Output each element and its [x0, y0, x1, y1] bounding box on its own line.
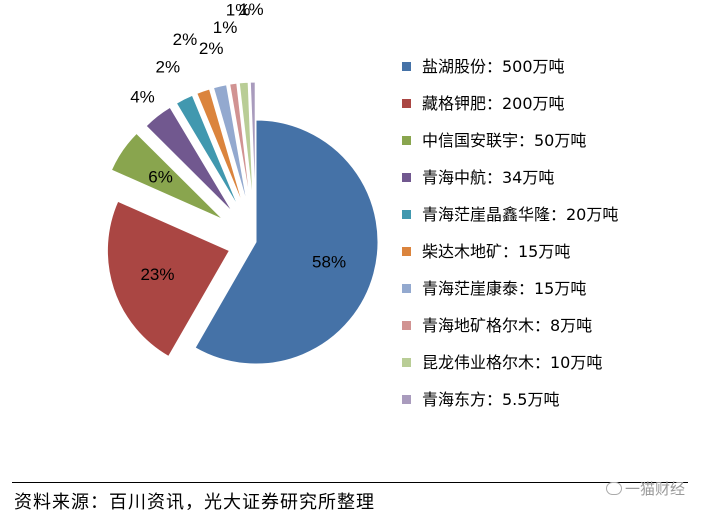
- slice-percent-label: 2%: [156, 57, 181, 76]
- pie-chart: 58%23%6%4%2%2% 2%1%1%1% 盐湖股份：500万吨藏格钾肥：20…: [106, 0, 618, 409]
- legend-marker: [402, 173, 411, 182]
- slice-percent-label: 1%: [239, 0, 264, 19]
- legend-label: 青海中航：34万吨: [422, 168, 554, 187]
- pie-slice: [106, 200, 231, 358]
- pie-slice: [145, 106, 234, 213]
- slice-percent-label: 2%: [173, 30, 198, 49]
- legend-marker: [402, 99, 411, 108]
- legend-label: 昆龙伟业格尔木：10万吨: [422, 353, 602, 372]
- pie-slice: [110, 132, 224, 220]
- slice-percent-label: 4%: [130, 88, 155, 107]
- legend-marker: [402, 62, 411, 71]
- slice-percent-label: 1%: [213, 18, 238, 37]
- legend-label: 青海东方：5.5万吨: [422, 390, 559, 409]
- legend-marker: [402, 284, 411, 293]
- slice-percent-label: 23%: [140, 265, 174, 284]
- pie-slice: [196, 88, 244, 207]
- slice-percent-label: 2%: [199, 39, 224, 58]
- legend-label: 青海茫崖康泰：15万吨: [422, 279, 586, 298]
- pie-slice: [194, 119, 379, 365]
- legend: 盐湖股份：500万吨藏格钾肥：200万吨中信国安联宇：50万吨青海中航：34万吨…: [402, 57, 618, 409]
- slice-percent-label: 58%: [312, 253, 346, 272]
- legend-marker: [402, 321, 411, 330]
- slice-percent-label: 1%: [226, 0, 251, 19]
- watermark: 一猫财经: [605, 478, 685, 499]
- pie-slice: [238, 81, 254, 205]
- watermark-text: 一猫财经: [624, 480, 685, 498]
- pie-slice: [229, 82, 252, 205]
- legend-label: 青海地矿格尔木：8万吨: [422, 316, 592, 335]
- pie-slice: [175, 94, 240, 209]
- source-note: 资料来源：百川资讯，光大证券研究所整理: [14, 492, 375, 513]
- pie-slice: [249, 81, 256, 205]
- footer-divider: [12, 482, 688, 483]
- slice-percent-label: 6%: [148, 168, 173, 187]
- legend-marker: [402, 136, 411, 145]
- legend-label: 盐湖股份：500万吨: [422, 57, 565, 76]
- legend-label: 藏格钾肥：200万吨: [422, 94, 565, 113]
- legend-marker: [402, 247, 411, 256]
- legend-label: 青海茫崖晶鑫华隆：20万吨: [422, 205, 618, 224]
- wechat-icon: [605, 482, 622, 495]
- pie-labels: 58%23%6%4%2%2% 2%1%1%1%: [130, 0, 346, 284]
- legend-marker: [402, 210, 411, 219]
- legend-marker: [402, 395, 411, 404]
- legend-label: 柴达木地矿：15万吨: [422, 242, 570, 261]
- legend-marker: [402, 358, 411, 367]
- legend-label: 中信国安联宇：50万吨: [422, 131, 586, 150]
- pie-slices: [106, 81, 379, 365]
- pie-slice: [212, 84, 248, 206]
